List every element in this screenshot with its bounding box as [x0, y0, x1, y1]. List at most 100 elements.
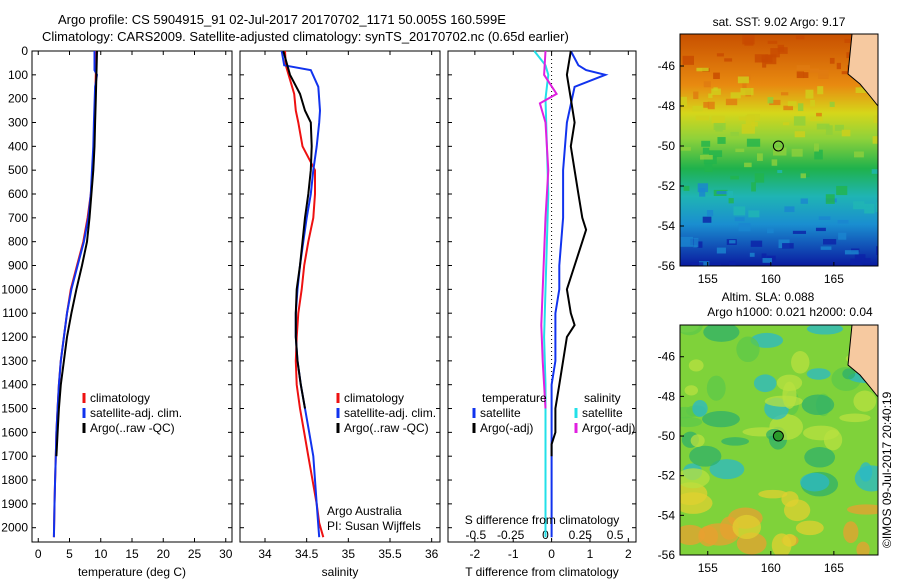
sst-cell	[713, 122, 726, 130]
sst-cell	[729, 240, 736, 244]
y-tick-label: 600	[8, 187, 28, 201]
sst-cell	[702, 216, 712, 223]
sst-cell	[703, 156, 717, 165]
sst-cell	[844, 38, 857, 43]
y-tick-label: 200	[8, 92, 28, 106]
map-x-tick-label: 165	[824, 272, 844, 286]
sst-cell	[697, 183, 709, 193]
sst-cell	[770, 48, 780, 58]
legend-label: satellite-adj. clim.	[344, 406, 436, 420]
sst-cell	[750, 240, 763, 247]
sst-cell	[682, 55, 694, 65]
sst-cell	[796, 71, 805, 79]
sla-blob	[699, 523, 740, 546]
x-tick-label-temperature: 0	[35, 547, 42, 561]
sst-cell	[680, 147, 691, 151]
sla-blob	[688, 359, 704, 372]
sst-cell	[814, 149, 823, 160]
x-axis-label: T difference from climatology	[465, 565, 619, 579]
x-tick-label-salinity: 35	[342, 547, 356, 561]
sst-cell	[810, 99, 815, 107]
sst-cell	[784, 206, 795, 213]
sla-blob	[856, 541, 870, 555]
x-tick-label-salinity: 36	[425, 547, 439, 561]
sst-cell	[841, 129, 851, 137]
sst-cell	[834, 124, 844, 131]
sst-cell	[818, 216, 831, 220]
x-tick-label-temperature-difference: -2	[470, 547, 481, 561]
y-tick-label: 300	[8, 116, 28, 130]
sst-cell	[726, 190, 733, 197]
sla-blob	[795, 520, 824, 536]
sst-cell	[730, 175, 739, 180]
sst-cell	[783, 105, 794, 111]
x-tick-label-temperature-difference: -1	[508, 547, 519, 561]
sst-cell	[809, 68, 820, 73]
sst-cell	[733, 206, 746, 216]
sst-cell	[695, 115, 710, 121]
header-line-2: Climatology: CARS2009. Satellite-adjuste…	[42, 29, 569, 44]
map-y-tick-label: -52	[658, 469, 676, 483]
sst-cell	[837, 219, 849, 224]
sla-blob	[709, 459, 745, 480]
sst-cell	[864, 203, 875, 214]
sst-cell	[829, 101, 835, 107]
sst-cell	[693, 237, 699, 248]
sst-cell	[823, 239, 837, 245]
sst-cell	[854, 151, 864, 158]
sst-cell	[742, 80, 747, 91]
sst-cell	[825, 125, 833, 136]
argo-position-marker	[772, 140, 784, 152]
x-tick-label-temperature: 5	[66, 547, 73, 561]
sst-cell	[844, 250, 859, 255]
sst-cell	[876, 246, 878, 256]
y-tick-label: 100	[8, 68, 28, 82]
sst-cell	[711, 115, 725, 124]
sla-blob	[804, 447, 836, 468]
legend-label: Argo(..raw -QC)	[344, 421, 429, 435]
sst-cell	[749, 252, 755, 257]
x-tick-label-temperature: 20	[157, 547, 171, 561]
legend-label: climatology	[90, 391, 150, 405]
sst-cell	[818, 69, 829, 79]
annotation-line: Argo Australia	[327, 504, 402, 518]
legend-title: salinity	[584, 391, 621, 405]
sla-blob	[680, 482, 708, 506]
sst-cell	[735, 148, 745, 153]
sst-cell	[680, 236, 694, 247]
sla-blob	[847, 504, 878, 515]
sla-blob	[680, 416, 703, 428]
sst-cell	[702, 147, 710, 154]
sla-blob	[750, 332, 784, 348]
land-shape	[847, 325, 878, 398]
sst-cell	[691, 262, 704, 266]
series-line	[282, 50, 313, 409]
sst-cell	[725, 98, 738, 106]
sla-blob	[803, 425, 840, 441]
sst-cell	[803, 72, 809, 79]
sla-blob	[771, 533, 792, 555]
sst-cell	[765, 54, 777, 65]
sst-cell	[816, 112, 822, 117]
sst-cell	[767, 97, 774, 104]
sla-map-title: Altim. SLA: 0.088	[722, 290, 815, 304]
sst-cell	[703, 101, 710, 108]
sst-cell	[740, 88, 754, 96]
y-tick-label: 2000	[1, 521, 28, 535]
x-tick-label-salinity: 34.5	[295, 547, 319, 561]
sst-cell	[717, 137, 726, 144]
sst-cell	[724, 58, 733, 62]
sla-blob	[854, 465, 878, 492]
sla-blob	[680, 325, 703, 336]
sst-cell	[836, 62, 841, 70]
sst-cell	[751, 182, 756, 192]
sst-cell	[767, 40, 778, 44]
map-x-tick-label: 155	[698, 272, 718, 286]
map-y-tick-label: -54	[658, 219, 676, 233]
x-tick-label-temperature: 30	[219, 547, 233, 561]
sla-blob	[689, 445, 722, 467]
map-x-tick-label: 165	[824, 561, 844, 575]
sla-blob	[692, 400, 708, 417]
x-tick-label-temperature: 10	[94, 547, 108, 561]
